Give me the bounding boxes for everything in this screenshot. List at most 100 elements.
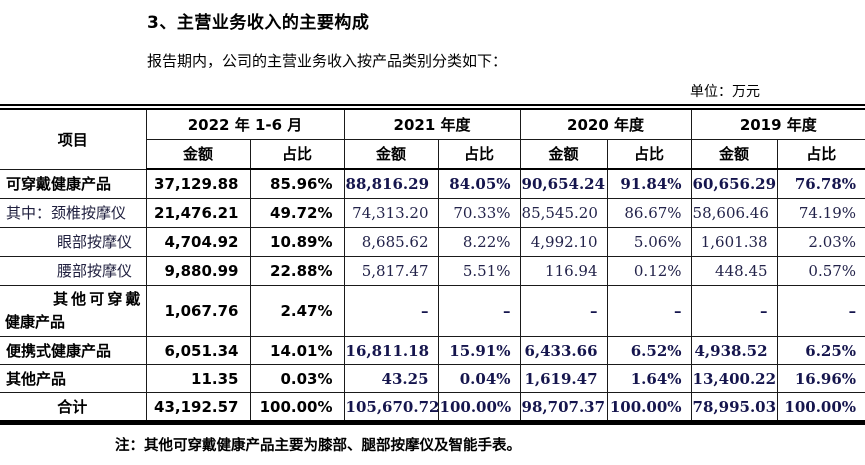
table-row: 其中：颈椎按摩仪 21,476.21 49.72% 74,313.20 70.3…: [0, 197, 865, 228]
column-group-2019: 2019 年度: [690, 106, 865, 140]
row-label: 合计: [0, 392, 147, 423]
ratio-cell: 0.04%: [437, 364, 521, 393]
ratio-cell: 85.96%: [249, 168, 345, 199]
amount-cell: 13,400.22: [690, 364, 778, 393]
unit-label: 单位：万元: [690, 84, 760, 100]
ratio-cell: 2.47%: [249, 284, 345, 337]
amount-header-2020: 金额: [519, 138, 608, 170]
amount-cell: 60,656.29: [690, 168, 778, 199]
row-label: 腰部按摩仪: [0, 255, 147, 286]
row-label: 其他产品: [0, 364, 147, 393]
amount-cell: 85,545.20: [519, 197, 608, 228]
amount-cell: –: [690, 284, 778, 337]
ratio-cell: 86.67%: [606, 197, 692, 228]
row-label: 可穿戴健康产品: [0, 168, 147, 199]
ratio-cell: 5.51%: [437, 255, 521, 286]
amount-cell: 4,704.92: [145, 226, 251, 257]
ratio-cell: 8.22%: [437, 226, 521, 257]
ratio-cell: –: [776, 284, 865, 337]
ratio-cell: 100.00%: [249, 392, 345, 423]
table-row: 眼部按摩仪 4,704.92 10.89% 8,685.62 8.22% 4,9…: [0, 226, 865, 257]
row-label: 其中：颈椎按摩仪: [0, 197, 147, 228]
amount-cell: 98,707.37: [519, 392, 608, 423]
ratio-cell: 22.88%: [249, 255, 345, 286]
amount-cell: 78,995.03: [690, 392, 778, 423]
amount-cell: 6,433.66: [519, 336, 608, 365]
amount-cell: 4,938.52: [690, 336, 778, 365]
amount-cell: 58,606.46: [690, 197, 778, 228]
amount-cell: 105,670.72: [343, 392, 439, 423]
ratio-cell: 100.00%: [606, 392, 692, 423]
revenue-table: 项目 2022 年 1-6 月 2021 年度 2020 年度 2019 年度 …: [0, 104, 865, 425]
footnote: 注：其他可穿戴健康产品主要为膝部、腿部按摩仪及智能手表。: [115, 438, 521, 454]
amount-cell: 8,685.62: [343, 226, 439, 257]
ratio-header-2020: 占比: [606, 138, 692, 170]
ratio-header-2021: 占比: [437, 138, 521, 170]
table-row: 其他可穿戴健康产品 1,067.76 2.47% – – – – – –: [0, 284, 865, 337]
ratio-header-2019: 占比: [776, 138, 865, 170]
ratio-cell: 2.03%: [776, 226, 865, 257]
amount-cell: 1,601.38: [690, 226, 778, 257]
amount-cell: 90,654.24: [519, 168, 608, 199]
amount-header-2021: 金额: [343, 138, 439, 170]
amount-cell: 43.25: [343, 364, 439, 393]
amount-cell: 6,051.34: [145, 336, 251, 365]
ratio-cell: 100.00%: [776, 392, 865, 423]
ratio-cell: –: [437, 284, 521, 337]
table-row: 腰部按摩仪 9,880.99 22.88% 5,817.47 5.51% 116…: [0, 255, 865, 286]
amount-cell: 116.94: [519, 255, 608, 286]
amount-header-2019: 金额: [690, 138, 778, 170]
amount-cell: –: [343, 284, 439, 337]
amount-cell: 448.45: [690, 255, 778, 286]
ratio-cell: 0.03%: [249, 364, 345, 393]
amount-cell: 21,476.21: [145, 197, 251, 228]
table-row: 便携式健康产品 6,051.34 14.01% 16,811.18 15.91%…: [0, 336, 865, 365]
amount-cell: 74,313.20: [343, 197, 439, 228]
table-row: 其他产品 11.35 0.03% 43.25 0.04% 1,619.47 1.…: [0, 364, 865, 393]
table-header-row-measures: 金额 占比 金额 占比 金额 占比 金额 占比: [0, 138, 865, 170]
ratio-cell: 91.84%: [606, 168, 692, 199]
ratio-cell: 16.96%: [776, 364, 865, 393]
amount-cell: 1,619.47: [519, 364, 608, 393]
column-group-2022: 2022 年 1-6 月: [145, 106, 345, 140]
ratio-cell: 6.52%: [606, 336, 692, 365]
table-header-row-periods: 项目 2022 年 1-6 月 2021 年度 2020 年度 2019 年度: [0, 106, 865, 170]
table-row-total: 合计 43,192.57 100.00% 105,670.72 100.00% …: [0, 392, 865, 423]
amount-cell: 5,817.47: [343, 255, 439, 286]
column-group-2020: 2020 年度: [519, 106, 692, 140]
ratio-cell: –: [606, 284, 692, 337]
column-header-item: 项目: [0, 106, 147, 170]
table-row: 可穿戴健康产品 37,129.88 85.96% 88,816.29 84.05…: [0, 168, 865, 199]
amount-cell: 11.35: [145, 364, 251, 393]
ratio-cell: 15.91%: [437, 336, 521, 365]
amount-cell: 88,816.29: [343, 168, 439, 199]
ratio-cell: 10.89%: [249, 226, 345, 257]
row-label: 其他可穿戴健康产品: [0, 284, 147, 337]
ratio-cell: 14.01%: [249, 336, 345, 365]
ratio-cell: 6.25%: [776, 336, 865, 365]
ratio-cell: 76.78%: [776, 168, 865, 199]
intro-text: 报告期内，公司的主营业务收入按产品类别分类如下：: [147, 52, 508, 70]
ratio-header-2022: 占比: [249, 138, 345, 170]
amount-cell: 1,067.76: [145, 284, 251, 337]
section-title: 3、主营业务收入的主要构成: [147, 13, 370, 33]
ratio-cell: 0.57%: [776, 255, 865, 286]
amount-cell: 37,129.88: [145, 168, 251, 199]
ratio-cell: 84.05%: [437, 168, 521, 199]
ratio-cell: 1.64%: [606, 364, 692, 393]
row-label: 眼部按摩仪: [0, 226, 147, 257]
amount-cell: 43,192.57: [145, 392, 251, 423]
amount-cell: 16,811.18: [343, 336, 439, 365]
amount-cell: 4,992.10: [519, 226, 608, 257]
ratio-cell: 5.06%: [606, 226, 692, 257]
ratio-cell: 49.72%: [249, 197, 345, 228]
ratio-cell: 100.00%: [437, 392, 521, 423]
ratio-cell: 74.19%: [776, 197, 865, 228]
document-page: 3、主营业务收入的主要构成 报告期内，公司的主营业务收入按产品类别分类如下： 单…: [0, 8, 865, 465]
row-label: 便携式健康产品: [0, 336, 147, 365]
column-group-2021: 2021 年度: [343, 106, 521, 140]
amount-header-2022: 金额: [146, 138, 251, 170]
amount-cell: 9,880.99: [145, 255, 251, 286]
ratio-cell: 70.33%: [437, 197, 521, 228]
amount-cell: –: [519, 284, 608, 337]
